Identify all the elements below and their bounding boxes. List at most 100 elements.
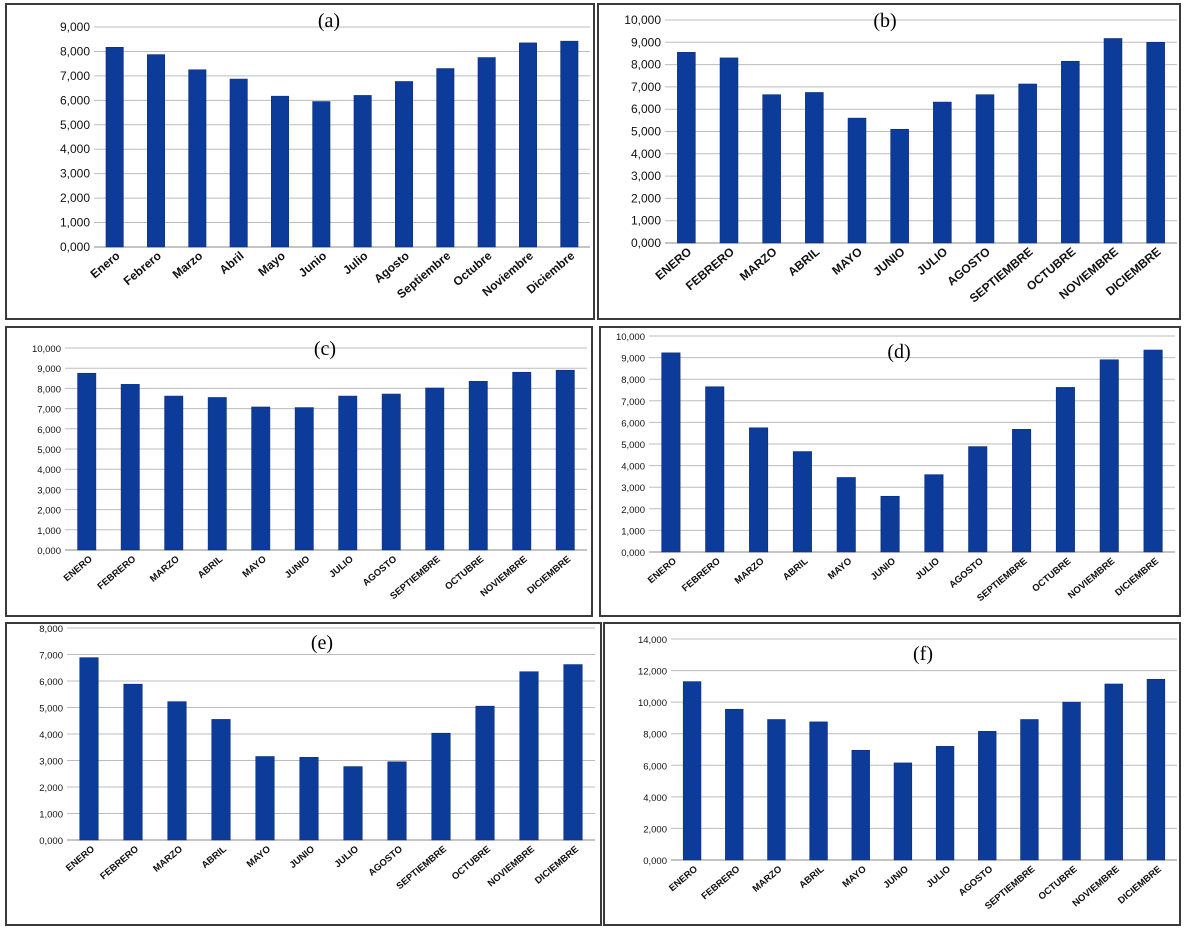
y-tick-label: 0,000 bbox=[37, 546, 61, 557]
bar bbox=[749, 427, 769, 553]
y-tick-label: 6,000 bbox=[621, 418, 645, 429]
x-tick-label: FEBRERO bbox=[700, 864, 743, 902]
bar bbox=[251, 406, 271, 551]
panel-label: (f) bbox=[913, 643, 933, 665]
bar bbox=[978, 731, 997, 861]
chart-svg: 0,000 2,000 4,000 6,000 8,000 10,000 12,000 14,… bbox=[638, 635, 1177, 912]
y-tick-label: 0,000 bbox=[631, 236, 661, 250]
x-tick-label: Junio bbox=[296, 249, 330, 280]
y-tick-label: 9,000 bbox=[60, 20, 90, 34]
bar bbox=[560, 40, 579, 248]
y-tick-label: 7,000 bbox=[60, 69, 90, 83]
x-tick-label: AGOSTO bbox=[366, 844, 404, 879]
x-tick-label: MAYO bbox=[240, 554, 268, 580]
bar bbox=[661, 352, 681, 553]
bar bbox=[767, 719, 786, 861]
y-tick-label: 9,000 bbox=[631, 35, 661, 49]
bar bbox=[1061, 60, 1080, 244]
x-tick-label: ENERO bbox=[646, 556, 679, 586]
panel-label: (b) bbox=[873, 10, 896, 32]
bar bbox=[725, 708, 744, 861]
bar bbox=[395, 81, 413, 248]
bar bbox=[120, 384, 140, 551]
y-tick-label: 1,000 bbox=[39, 810, 63, 821]
x-tick-label: MARZO bbox=[733, 556, 767, 587]
y-tick-label: 3,000 bbox=[37, 485, 61, 496]
bar bbox=[1062, 701, 1081, 861]
x-tick-label: MARZO bbox=[751, 864, 785, 895]
x-tick-label: Abril bbox=[217, 249, 247, 277]
bar bbox=[512, 371, 532, 551]
x-tick-label: Mayo bbox=[255, 249, 288, 279]
x-tick-label: JULIO bbox=[327, 554, 356, 580]
bar bbox=[933, 101, 952, 244]
bar bbox=[468, 381, 488, 551]
bar bbox=[425, 387, 445, 551]
x-tick-label: JUNIO bbox=[882, 864, 911, 891]
bar bbox=[167, 701, 187, 841]
x-tick-label: DICIEMBRE bbox=[533, 844, 581, 887]
chart-svg: 0,000 1,000 2,000 3,000 4,000 5,000 6,000 7,000… bbox=[39, 624, 595, 892]
bar bbox=[1099, 359, 1119, 553]
y-tick-label: 2,000 bbox=[621, 505, 645, 516]
y-tick-label: 6,000 bbox=[39, 677, 63, 688]
bar bbox=[1020, 719, 1039, 861]
bar bbox=[1012, 429, 1032, 553]
y-tick-label: 8,000 bbox=[643, 730, 667, 741]
y-tick-label: 3,000 bbox=[621, 483, 645, 494]
bar bbox=[563, 664, 583, 841]
x-tick-label: OCTUBRE bbox=[1030, 556, 1073, 595]
bar bbox=[1143, 349, 1163, 553]
x-tick-label: ENERO bbox=[64, 844, 97, 874]
chart-panel: 0,000 1,000 2,000 3,000 4,000 5,000 6,000 7,000… bbox=[599, 326, 1181, 617]
y-tick-label: 0,000 bbox=[39, 836, 63, 847]
x-tick-label: AGOSTO bbox=[957, 864, 995, 899]
x-tick-label: JUNIO bbox=[283, 554, 312, 581]
x-tick-label: MARZO bbox=[737, 245, 780, 284]
y-tick-label: 0,000 bbox=[621, 548, 645, 559]
bar bbox=[299, 757, 319, 841]
y-tick-label: 4,000 bbox=[631, 147, 661, 161]
x-tick-label: ABRIL bbox=[785, 245, 822, 279]
bar bbox=[207, 397, 227, 551]
bar bbox=[188, 69, 207, 248]
y-tick-label: 6,000 bbox=[631, 102, 661, 116]
bar bbox=[381, 393, 401, 551]
y-tick-label: 2,000 bbox=[631, 191, 661, 205]
bar bbox=[255, 756, 275, 841]
bar bbox=[475, 705, 495, 841]
x-tick-label: OCTUBRE bbox=[443, 554, 486, 593]
x-tick-label: ENERO bbox=[667, 864, 700, 894]
y-tick-label: 9,000 bbox=[37, 364, 61, 375]
y-tick-label: 10,000 bbox=[638, 698, 667, 709]
x-tick-label: Febrero bbox=[121, 249, 164, 288]
y-tick-label: 3,000 bbox=[60, 167, 90, 181]
y-tick-label: 10,000 bbox=[32, 344, 61, 355]
y-tick-label: 7,000 bbox=[37, 405, 61, 416]
x-tick-label: OCTUBRE bbox=[450, 844, 493, 883]
bar bbox=[79, 657, 99, 841]
x-tick-label: MARZO bbox=[148, 554, 182, 585]
y-tick-label: 4,000 bbox=[39, 730, 63, 741]
bar bbox=[1146, 678, 1166, 861]
bar bbox=[1018, 83, 1037, 244]
x-tick-label: MAYO bbox=[829, 245, 865, 278]
y-tick-label: 4,000 bbox=[37, 465, 61, 476]
x-tick-label: JULIO bbox=[925, 864, 954, 890]
bar bbox=[851, 749, 870, 861]
chart-panel: 0,000 1,000 2,000 3,000 4,000 5,000 6,000 7,000… bbox=[5, 622, 602, 926]
y-tick-label: 6,000 bbox=[37, 425, 61, 436]
bar bbox=[762, 94, 781, 244]
chart-panel: 0,000 2,000 4,000 6,000 8,000 10,000 12,000 14,… bbox=[603, 622, 1181, 926]
bar bbox=[682, 681, 702, 861]
x-tick-label: NOVIEMBRE bbox=[1071, 864, 1122, 909]
chart-svg: 0,000 1,000 2,000 3,000 4,000 5,000 6,000 7,000… bbox=[616, 332, 1175, 604]
y-tick-label: 2,000 bbox=[643, 824, 667, 835]
bar bbox=[893, 762, 913, 861]
bar bbox=[1104, 683, 1123, 861]
chart-panel: 0,000 1,000 2,000 3,000 4,000 5,000 6,000 7,000… bbox=[5, 3, 595, 320]
x-tick-label: JULIO bbox=[913, 556, 942, 582]
y-tick-label: 1,000 bbox=[621, 526, 645, 537]
x-tick-label: ABRIL bbox=[196, 554, 225, 581]
